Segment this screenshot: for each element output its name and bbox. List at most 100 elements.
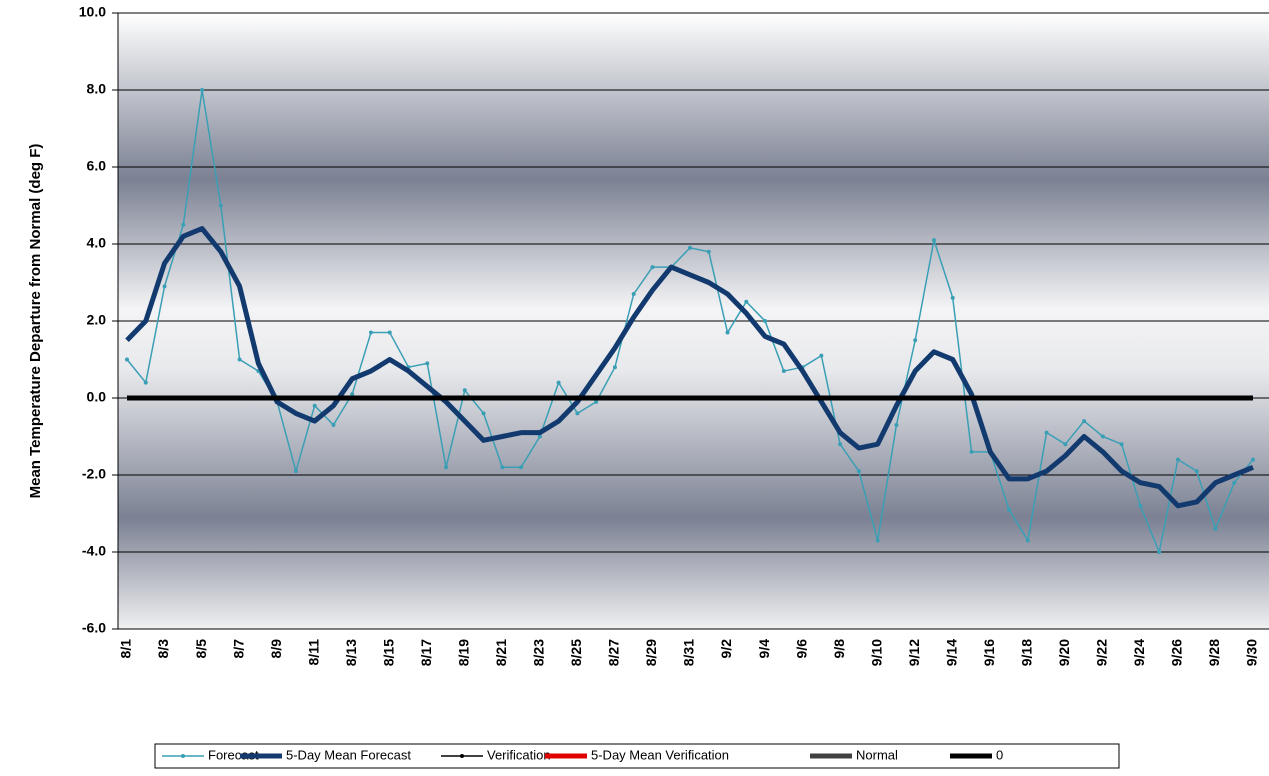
y-tick-label: 8.0 [87,81,107,97]
point [1082,419,1087,424]
point [894,422,899,427]
point [444,465,449,470]
legend-label: 5-Day Mean Forecast [286,747,411,762]
y-tick-label: 6.0 [87,158,107,174]
x-tick-label: 8/21 [493,639,509,666]
x-tick-label: 8/13 [343,639,359,666]
legend-label: 0 [996,747,1003,762]
point [1025,538,1030,543]
point [368,330,373,335]
x-tick-label: 9/20 [1056,639,1072,666]
point [350,392,355,397]
point [387,330,392,335]
point [481,411,486,416]
point [1100,434,1105,439]
y-tick-label: 0.0 [87,389,107,405]
x-tick-label: 8/27 [606,639,622,666]
point [725,330,730,335]
point [1232,480,1237,485]
y-tick-label: 4.0 [87,235,107,251]
point [969,449,974,454]
x-tick-label: 8/25 [568,639,584,666]
point [1194,469,1199,474]
point [950,295,955,300]
point [237,357,242,362]
x-tick-label: 9/28 [1206,639,1222,666]
legend-marker [181,754,185,758]
point [425,361,430,366]
y-axis-title: Mean Temperature Departure from Normal (… [27,144,44,499]
x-tick-label: 9/18 [1019,639,1035,666]
point [519,465,524,470]
point [838,442,843,447]
x-tick-label: 9/10 [868,639,884,666]
x-tick-label: 8/19 [456,639,472,666]
y-tick-label: -2.0 [82,466,106,482]
x-tick-label: 8/7 [230,639,246,659]
point [293,469,298,474]
point [218,203,223,208]
point [1119,442,1124,447]
point [875,538,880,543]
x-tick-label: 8/3 [155,639,171,659]
x-tick-label: 9/8 [831,639,847,659]
series-line [125,226,1254,509]
point [500,465,505,470]
legend-label: Normal [856,747,898,762]
point [1213,526,1218,531]
x-tick-label: 9/6 [793,639,809,659]
x-tick-label: 8/15 [380,639,396,666]
y-tick-label: -6.0 [82,620,106,636]
x-tick-label: 8/29 [643,639,659,666]
point [612,365,617,370]
point [744,299,749,304]
point [594,399,599,404]
point [537,434,542,439]
point [331,422,336,427]
point [931,238,936,243]
point [162,284,167,289]
point [650,265,655,270]
x-tick-label: 8/17 [418,639,434,666]
point [1138,503,1143,508]
x-tick-label: 8/11 [305,639,321,666]
point [631,292,636,297]
x-tick-label: 8/23 [531,639,547,666]
point [819,353,824,358]
point [1175,457,1180,462]
point [1063,442,1068,447]
point [913,338,918,343]
x-tick-label: 8/9 [268,639,284,659]
y-tick-label: -4.0 [82,543,106,559]
legend-label: Verification [487,747,551,762]
point [143,380,148,385]
point [125,357,129,362]
x-tick-label: 8/5 [193,639,209,659]
x-tick-label: 9/16 [981,639,997,666]
legend-marker [460,754,464,758]
legend-label: Forecast [208,747,259,762]
x-tick-label: 8/31 [681,639,697,666]
point [1251,457,1255,462]
x-tick-label: 9/30 [1244,639,1260,666]
point [181,222,186,227]
point [688,245,692,250]
point [462,388,467,393]
x-tick-label: 9/14 [943,639,959,666]
point [706,249,711,254]
x-tick-label: 9/12 [906,639,922,666]
point [200,88,205,92]
x-tick-label: 9/26 [1169,639,1185,666]
point [763,319,768,323]
legend-label: 5-Day Mean Verification [591,747,729,762]
point [1044,430,1049,435]
point [312,403,317,408]
point [781,369,786,374]
point [856,469,861,474]
y-tick-label: 2.0 [87,312,107,328]
x-tick-label: 8/1 [118,639,134,659]
x-tick-label: 9/2 [718,639,734,659]
x-tick-label: 9/4 [756,639,772,659]
point [1157,550,1162,554]
